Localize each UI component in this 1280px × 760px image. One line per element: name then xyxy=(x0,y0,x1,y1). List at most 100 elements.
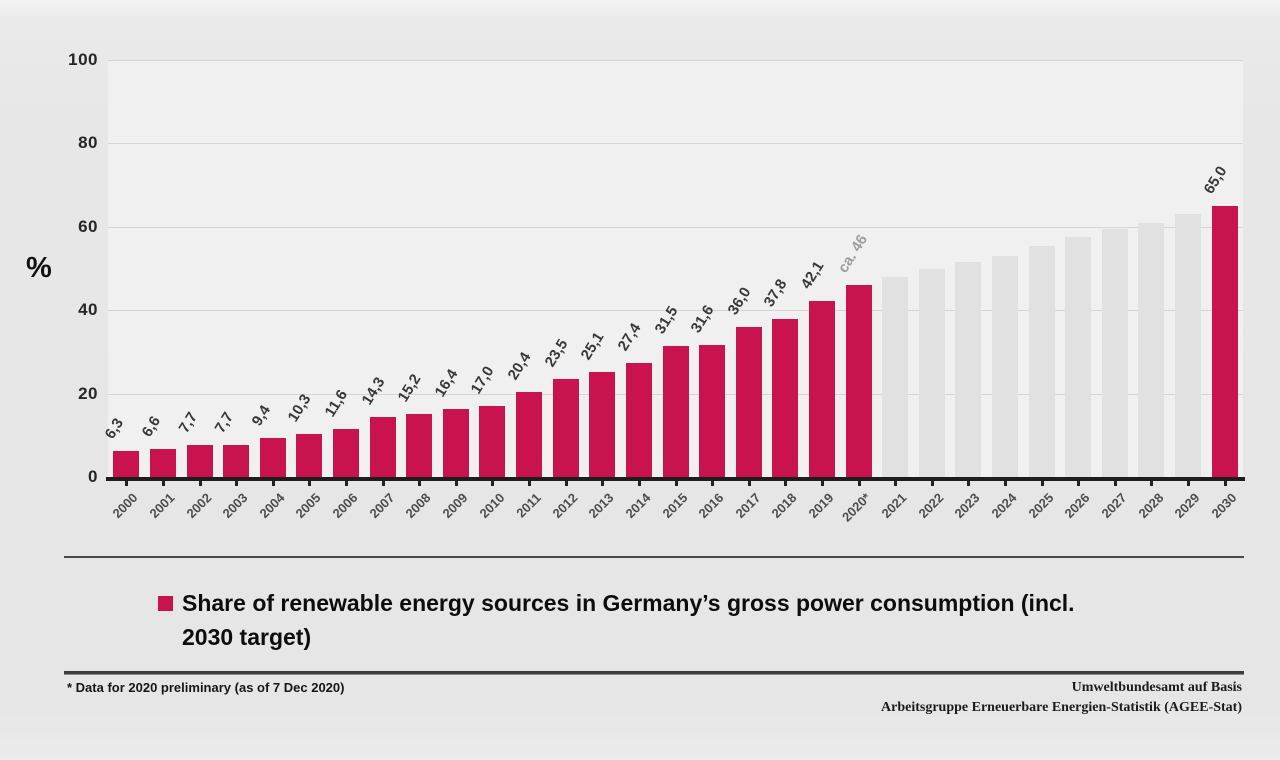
x-tick-label: 2024 xyxy=(988,490,1020,522)
x-tick-label: 2025 xyxy=(1025,490,1057,522)
x-tick-label: 2001 xyxy=(146,490,178,522)
gridline xyxy=(108,143,1243,145)
x-tick xyxy=(1187,481,1191,486)
gridline xyxy=(108,60,1243,61)
x-tick-label: 2027 xyxy=(1098,490,1130,522)
x-tick-label: 2026 xyxy=(1061,490,1093,522)
bar xyxy=(259,437,286,477)
x-tick xyxy=(857,481,861,486)
bar xyxy=(808,301,835,477)
bar xyxy=(955,262,982,477)
x-tick xyxy=(674,481,678,486)
x-tick-label: 2023 xyxy=(951,490,984,522)
x-tick-label: 2029 xyxy=(1171,490,1203,522)
gridline xyxy=(108,310,1243,312)
bar xyxy=(845,285,872,477)
x-tick-label: 2000 xyxy=(109,490,141,522)
x-tick xyxy=(1150,481,1154,486)
x-tick xyxy=(418,481,422,486)
x-tick xyxy=(820,481,824,486)
x-tick-label: 2006 xyxy=(329,490,361,522)
footnote-text: * Data for 2020 preliminary (as of 7 Dec… xyxy=(67,680,345,695)
x-tick xyxy=(967,481,971,486)
bar xyxy=(918,268,945,477)
bar xyxy=(1028,245,1055,477)
x-tick-label: 2014 xyxy=(622,490,654,522)
x-tick-label: 2022 xyxy=(915,490,947,522)
x-tick-label: 2005 xyxy=(292,490,324,522)
x-tick xyxy=(198,481,202,486)
x-axis-baseline xyxy=(106,477,1245,481)
x-tick-label: 2002 xyxy=(183,490,215,522)
bar xyxy=(735,326,762,477)
gridline xyxy=(108,226,1243,228)
bar xyxy=(223,444,250,477)
x-tick xyxy=(564,481,568,486)
source-line-1: Umweltbundesamt auf Basis xyxy=(1071,680,1242,695)
bar xyxy=(516,391,543,477)
legend-line-1: Share of renewable energy sources in Ger… xyxy=(182,590,1075,616)
x-tick xyxy=(601,481,605,486)
bar xyxy=(552,379,579,477)
y-tick-label: 80 xyxy=(78,133,98,153)
bar xyxy=(882,276,909,477)
x-tick-label: 2013 xyxy=(585,490,617,522)
x-tick xyxy=(894,481,898,486)
x-tick xyxy=(308,481,312,486)
bar xyxy=(1211,205,1238,477)
x-tick xyxy=(711,481,715,486)
x-tick xyxy=(1040,481,1044,486)
x-tick xyxy=(1004,481,1008,486)
footer-rule xyxy=(64,671,1244,675)
x-tick-label: 2007 xyxy=(366,490,398,522)
y-tick-label: 20 xyxy=(78,383,98,403)
x-tick xyxy=(1223,481,1227,486)
x-tick xyxy=(1077,481,1081,486)
bar xyxy=(442,408,469,477)
bar xyxy=(406,413,433,477)
y-tick-label: 0 xyxy=(88,467,98,486)
bar xyxy=(479,406,506,477)
x-tick xyxy=(454,481,458,486)
x-tick xyxy=(930,481,934,486)
percent-axis-label: % xyxy=(26,252,52,284)
source-attribution: Umweltbundesamt auf Basis Arbeitsgruppe … xyxy=(881,678,1242,718)
x-tick-label: 2019 xyxy=(805,490,837,522)
bar xyxy=(186,444,213,477)
x-tick-label: 2008 xyxy=(402,490,434,522)
x-tick-label: 2010 xyxy=(475,490,508,522)
x-tick-label: 2016 xyxy=(695,490,727,522)
divider-line xyxy=(64,556,1244,558)
legend-line-2: 2030 target) xyxy=(182,624,312,650)
x-tick-label: 2028 xyxy=(1135,490,1167,522)
x-tick xyxy=(784,481,788,486)
x-tick-label: 2030 xyxy=(1208,490,1240,522)
x-tick xyxy=(491,481,495,486)
x-tick-label: 2015 xyxy=(659,490,691,522)
bar xyxy=(992,255,1019,477)
bar xyxy=(625,362,652,477)
bar xyxy=(772,319,799,477)
x-tick xyxy=(161,481,165,486)
x-tick xyxy=(528,481,532,486)
bar xyxy=(369,417,396,477)
x-tick-label: 2017 xyxy=(732,490,764,522)
x-tick-label: 2012 xyxy=(549,490,581,522)
x-tick-label: 2018 xyxy=(768,490,800,522)
x-tick-label: 2003 xyxy=(219,490,251,522)
bar xyxy=(296,434,323,477)
bar xyxy=(149,449,176,477)
x-tick-label: 2009 xyxy=(439,490,471,522)
bar xyxy=(1101,228,1128,477)
bar xyxy=(1138,222,1165,477)
x-tick xyxy=(271,481,275,486)
x-tick xyxy=(1113,481,1117,486)
bar xyxy=(589,372,616,477)
x-tick-label: 2011 xyxy=(513,490,544,521)
x-tick-label: 2020* xyxy=(838,490,874,525)
y-tick-label: 40 xyxy=(78,300,98,320)
bar xyxy=(662,345,689,477)
x-tick xyxy=(381,481,385,486)
bar xyxy=(113,450,140,477)
